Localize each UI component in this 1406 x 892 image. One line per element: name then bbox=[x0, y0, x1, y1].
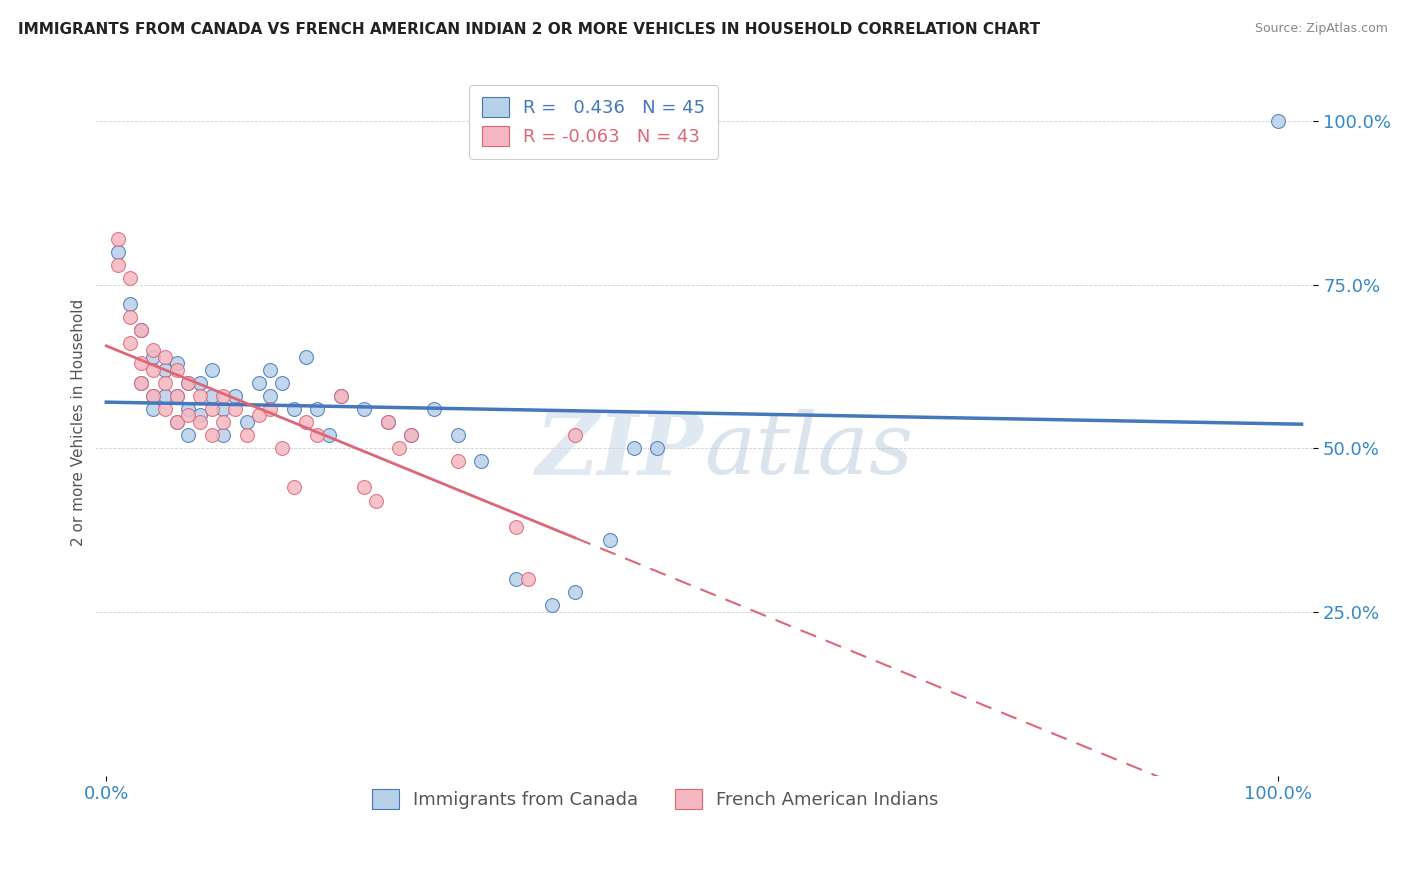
Point bbox=[271, 441, 294, 455]
Point bbox=[271, 376, 294, 390]
Point bbox=[423, 401, 446, 416]
Point bbox=[142, 401, 165, 416]
Point bbox=[307, 428, 329, 442]
Point bbox=[259, 362, 281, 376]
Point bbox=[599, 533, 621, 547]
Point bbox=[364, 493, 387, 508]
Point bbox=[212, 389, 235, 403]
Point bbox=[201, 389, 224, 403]
Point bbox=[107, 258, 129, 272]
Point bbox=[307, 401, 329, 416]
Point bbox=[540, 599, 562, 613]
Point bbox=[388, 441, 411, 455]
Text: ZIP: ZIP bbox=[536, 409, 704, 492]
Point bbox=[166, 415, 188, 429]
Point bbox=[188, 389, 211, 403]
Point bbox=[645, 441, 668, 455]
Point bbox=[177, 428, 200, 442]
Point bbox=[517, 572, 540, 586]
Point bbox=[247, 376, 270, 390]
Point bbox=[153, 350, 176, 364]
Text: IMMIGRANTS FROM CANADA VS FRENCH AMERICAN INDIAN 2 OR MORE VEHICLES IN HOUSEHOLD: IMMIGRANTS FROM CANADA VS FRENCH AMERICA… bbox=[18, 22, 1040, 37]
Point bbox=[564, 585, 586, 599]
Point bbox=[399, 428, 422, 442]
Point bbox=[142, 343, 165, 357]
Point bbox=[118, 271, 141, 285]
Point bbox=[131, 356, 153, 370]
Point bbox=[377, 415, 399, 429]
Point bbox=[153, 376, 176, 390]
Point bbox=[329, 389, 352, 403]
Point bbox=[142, 389, 165, 403]
Point bbox=[153, 389, 176, 403]
Point bbox=[166, 362, 188, 376]
Legend: Immigrants from Canada, French American Indians: Immigrants from Canada, French American … bbox=[364, 781, 946, 816]
Point bbox=[564, 428, 586, 442]
Point bbox=[329, 389, 352, 403]
Point bbox=[177, 401, 200, 416]
Point bbox=[1267, 114, 1289, 128]
Point bbox=[505, 520, 527, 534]
Point bbox=[166, 389, 188, 403]
Point bbox=[201, 428, 224, 442]
Point bbox=[131, 323, 153, 337]
Point bbox=[188, 376, 211, 390]
Point bbox=[131, 323, 153, 337]
Point bbox=[142, 350, 165, 364]
Point bbox=[212, 401, 235, 416]
Point bbox=[153, 362, 176, 376]
Point bbox=[142, 362, 165, 376]
Point bbox=[166, 356, 188, 370]
Point bbox=[142, 389, 165, 403]
Y-axis label: 2 or more Vehicles in Household: 2 or more Vehicles in Household bbox=[72, 299, 86, 546]
Point bbox=[259, 401, 281, 416]
Point bbox=[166, 415, 188, 429]
Point bbox=[353, 401, 375, 416]
Point bbox=[166, 389, 188, 403]
Point bbox=[259, 389, 281, 403]
Point bbox=[177, 376, 200, 390]
Point bbox=[107, 232, 129, 246]
Point bbox=[447, 428, 470, 442]
Point bbox=[131, 376, 153, 390]
Point bbox=[224, 401, 246, 416]
Point bbox=[470, 454, 492, 468]
Point bbox=[177, 409, 200, 423]
Point bbox=[201, 362, 224, 376]
Point bbox=[201, 401, 224, 416]
Point bbox=[224, 389, 246, 403]
Point bbox=[118, 336, 141, 351]
Point bbox=[188, 409, 211, 423]
Point bbox=[236, 415, 259, 429]
Point bbox=[212, 428, 235, 442]
Point bbox=[353, 480, 375, 494]
Point bbox=[505, 572, 527, 586]
Point bbox=[623, 441, 645, 455]
Point bbox=[212, 415, 235, 429]
Point bbox=[177, 376, 200, 390]
Text: Source: ZipAtlas.com: Source: ZipAtlas.com bbox=[1254, 22, 1388, 36]
Point bbox=[294, 415, 316, 429]
Point bbox=[118, 297, 141, 311]
Point bbox=[399, 428, 422, 442]
Point bbox=[131, 376, 153, 390]
Point bbox=[318, 428, 340, 442]
Point bbox=[294, 350, 316, 364]
Point bbox=[447, 454, 470, 468]
Point bbox=[107, 244, 129, 259]
Point bbox=[153, 401, 176, 416]
Point bbox=[188, 415, 211, 429]
Point bbox=[283, 401, 305, 416]
Point bbox=[236, 428, 259, 442]
Text: atlas: atlas bbox=[704, 409, 912, 491]
Point bbox=[247, 409, 270, 423]
Point bbox=[377, 415, 399, 429]
Point bbox=[283, 480, 305, 494]
Point bbox=[118, 310, 141, 325]
